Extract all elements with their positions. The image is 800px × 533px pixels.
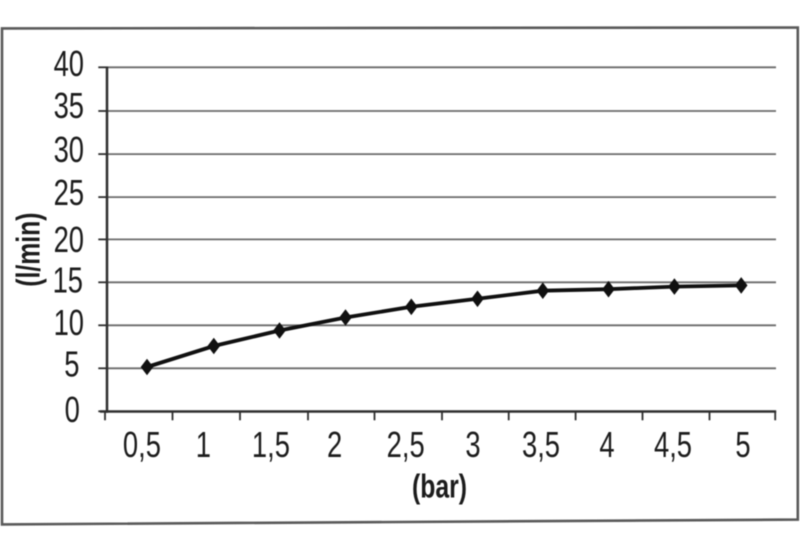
svg-text:(l/min): (l/min) [11,212,47,286]
svg-text:0: 0 [65,389,80,430]
svg-text:10: 10 [54,303,84,344]
svg-text:20: 20 [54,220,84,261]
svg-text:4: 4 [599,424,614,465]
svg-text:35: 35 [54,85,84,126]
svg-text:40: 40 [54,43,84,84]
svg-text:3,5: 3,5 [522,424,560,465]
svg-text:5: 5 [735,424,750,465]
svg-text:15: 15 [53,260,83,301]
svg-text:3: 3 [465,424,480,465]
svg-text:(bar): (bar) [412,469,467,505]
svg-text:25: 25 [54,173,84,214]
svg-text:4,5: 4,5 [654,424,692,465]
svg-text:1: 1 [196,424,211,465]
svg-text:2,5: 2,5 [387,424,425,465]
svg-text:2: 2 [327,424,342,465]
svg-text:0,5: 0,5 [123,424,161,465]
svg-text:1,5: 1,5 [252,424,290,465]
svg-text:5: 5 [64,344,79,385]
svg-text:30: 30 [54,129,84,170]
